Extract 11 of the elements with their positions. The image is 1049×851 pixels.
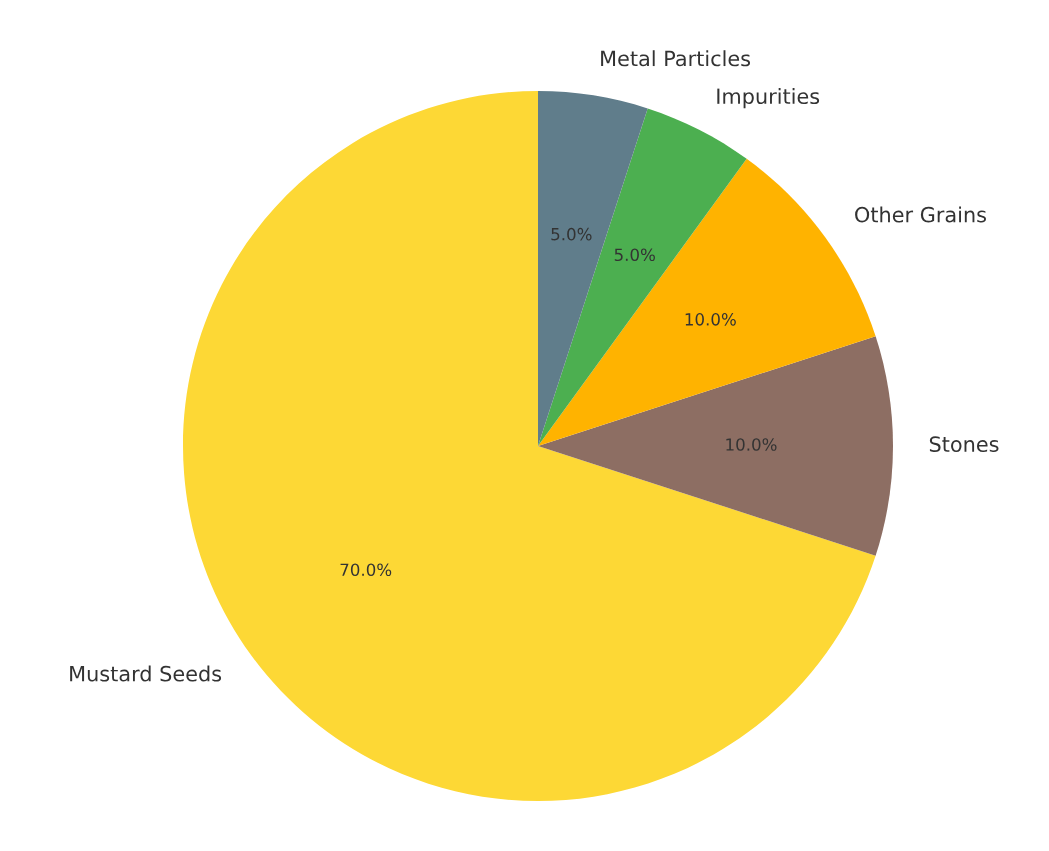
data-label: 5.0% — [551, 227, 592, 241]
slice-label: Stones — [929, 436, 999, 453]
data-label: 70.0% — [340, 563, 392, 577]
pie-slice — [538, 336, 893, 556]
data-label: 5.0% — [614, 248, 655, 262]
slice-label: Impurities — [717, 87, 820, 109]
slice-label: Mustard Seeds — [70, 665, 222, 682]
slice-label: Metal Particles — [601, 50, 751, 67]
data-label: 10.0% — [726, 438, 777, 451]
data-label: 10.0% — [685, 313, 736, 326]
slice-label: Other Grains — [855, 206, 986, 223]
